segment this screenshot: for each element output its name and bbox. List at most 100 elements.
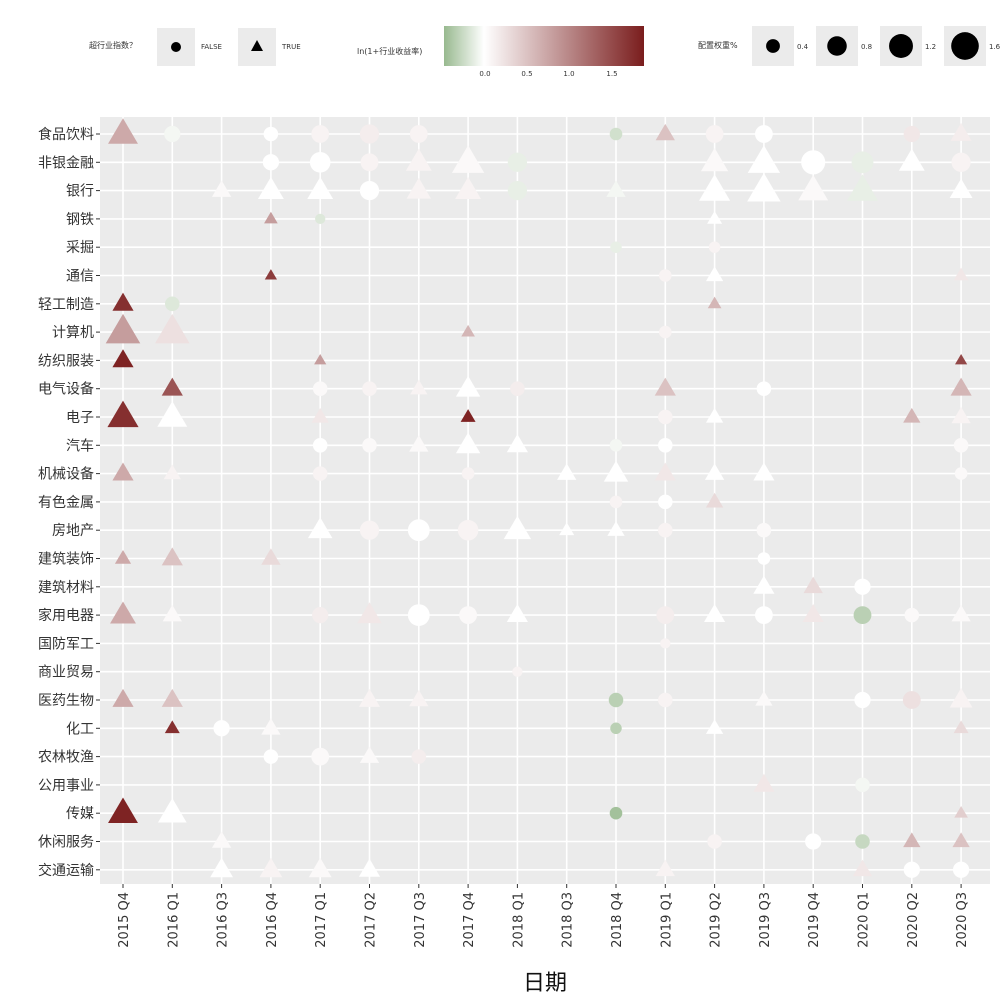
data-point-circle (262, 154, 280, 171)
y-tick-label: 房地产 (52, 523, 94, 539)
data-point-circle (659, 269, 672, 282)
color-legend-title: ln(1+行业收益率) (357, 46, 422, 56)
x-tick-label: 2017 Q3 (413, 892, 428, 948)
data-point-triangle (259, 857, 283, 878)
data-point-triangle (949, 687, 973, 708)
data-point-circle (359, 124, 380, 144)
y-tick-label: 电子 (66, 410, 94, 426)
data-point-circle (609, 439, 623, 452)
data-point-circle (457, 519, 479, 541)
data-point-triangle (108, 797, 138, 823)
color-tick-1: 0.5 (521, 70, 532, 78)
data-point-triangle (753, 575, 775, 594)
x-tick-label: 2018 Q1 (511, 892, 526, 948)
data-point-circle (951, 152, 971, 172)
x-tick-label: 2020 Q3 (955, 892, 970, 948)
size-legend-label-1: 0.8 (861, 43, 872, 51)
data-point-triangle (705, 492, 724, 508)
data-point-triangle (954, 806, 968, 818)
size-legend-label-0: 0.4 (797, 43, 809, 51)
y-tick-label: 建筑装饰 (38, 552, 94, 568)
data-point-circle (953, 438, 969, 453)
data-point-triangle (607, 521, 625, 536)
data-point-triangle (108, 118, 138, 144)
data-point-circle (659, 325, 672, 339)
data-point-circle (658, 409, 673, 425)
data-point-triangle (112, 349, 134, 368)
data-point-triangle (798, 174, 829, 201)
color-tick-0: 0.0 (479, 70, 490, 78)
data-point-circle (510, 381, 525, 396)
size-legend: 配置权重% 0.4 0.8 1.2 1.6 (698, 26, 1001, 66)
y-tick-label: 交通运输 (38, 862, 94, 879)
shape-legend-title: 超行业指数？ (89, 40, 137, 50)
data-point-triangle (455, 176, 482, 200)
data-point-circle (705, 125, 724, 143)
y-tick-label: 化工 (66, 721, 94, 737)
data-point-triangle (755, 690, 773, 706)
data-point-triangle (951, 604, 971, 622)
data-point-circle (312, 438, 328, 453)
data-point-triangle (357, 602, 382, 624)
data-point-triangle (410, 379, 428, 395)
y-tick-label: 机械设备 (38, 466, 94, 483)
data-point-circle (801, 150, 826, 175)
size-legend-title: 配置权重% (698, 40, 738, 50)
y-tick-label: 医药生物 (38, 693, 94, 709)
x-tick-label: 2017 Q2 (364, 892, 379, 948)
data-point-circle (507, 152, 528, 172)
x-axis: 2015 Q4 2016 Q1 2016 Q3 2016 Q4 2017 Q1 2017 … (117, 884, 970, 948)
data-point-triangle (409, 689, 429, 707)
data-point-circle (658, 494, 673, 510)
y-tick-label: 通信 (66, 269, 94, 285)
data-point-circle (165, 296, 180, 312)
data-point-triangle (654, 377, 676, 396)
data-point-triangle (162, 604, 182, 622)
data-point-circle (407, 519, 430, 542)
data-point-triangle (949, 178, 973, 199)
data-point-circle (311, 747, 330, 766)
color-tick-3: 1.5 (606, 70, 617, 78)
data-point-circle (754, 125, 773, 143)
data-point-circle (407, 604, 430, 627)
color-legend: ln(1+行业收益率) 0.0 0.5 1.0 1.5 (357, 26, 644, 78)
data-point-triangle (455, 432, 481, 454)
x-tick-label: 2019 Q2 (709, 892, 724, 948)
data-point-triangle (112, 292, 134, 311)
data-point-triangle (951, 406, 971, 424)
y-tick-label: 采掘 (66, 240, 94, 256)
data-point-circle (854, 691, 871, 709)
data-point-circle (359, 180, 380, 201)
data-point-circle (362, 438, 377, 453)
data-point-circle (902, 691, 921, 709)
data-point-triangle (705, 407, 724, 423)
data-point-circle (904, 607, 920, 623)
y-tick-label: 有色金属 (38, 494, 94, 511)
x-tick-label: 2016 Q4 (265, 892, 280, 948)
x-tick-label: 2020 Q2 (906, 892, 921, 948)
data-point-triangle (358, 688, 381, 707)
data-point-circle (855, 834, 870, 849)
data-point-triangle (211, 180, 232, 197)
data-point-triangle (753, 773, 775, 792)
data-point-triangle (846, 174, 879, 201)
data-point-triangle (559, 522, 575, 536)
data-point-circle (660, 638, 671, 649)
data-point-triangle (655, 859, 675, 877)
data-point-triangle (704, 603, 726, 623)
plot-panel (100, 117, 990, 884)
data-point-triangle (707, 211, 723, 224)
x-tick-label: 2018 Q4 (610, 892, 625, 948)
data-point-triangle (654, 462, 676, 481)
data-point-circle (507, 180, 528, 201)
y-tick-label: 家用电器 (38, 607, 94, 624)
data-point-triangle (707, 296, 722, 309)
data-point-triangle (700, 147, 729, 172)
data-point-triangle (112, 688, 134, 707)
data-point-circle (952, 861, 970, 878)
data-point-triangle (952, 832, 970, 848)
x-tick-label: 2017 Q4 (462, 892, 477, 948)
data-point-triangle (307, 517, 333, 539)
data-point-triangle (314, 353, 327, 365)
